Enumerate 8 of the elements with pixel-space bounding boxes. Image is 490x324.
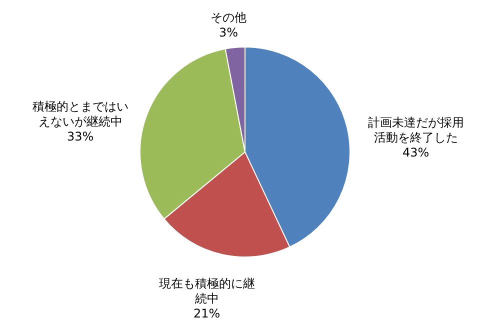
slice-label: 計画未達だが採用活動を終了した <box>368 116 464 145</box>
data-label: 21% <box>193 306 220 321</box>
data-label: 33% <box>67 129 94 144</box>
slice-label: 現在も積極的に継続中 <box>158 276 255 306</box>
data-label: 3% <box>219 26 238 40</box>
slice-label: 積極的とまではいえないが継続中 <box>32 99 128 128</box>
slice-label: その他 <box>210 10 247 25</box>
data-label: 43% <box>402 146 430 160</box>
